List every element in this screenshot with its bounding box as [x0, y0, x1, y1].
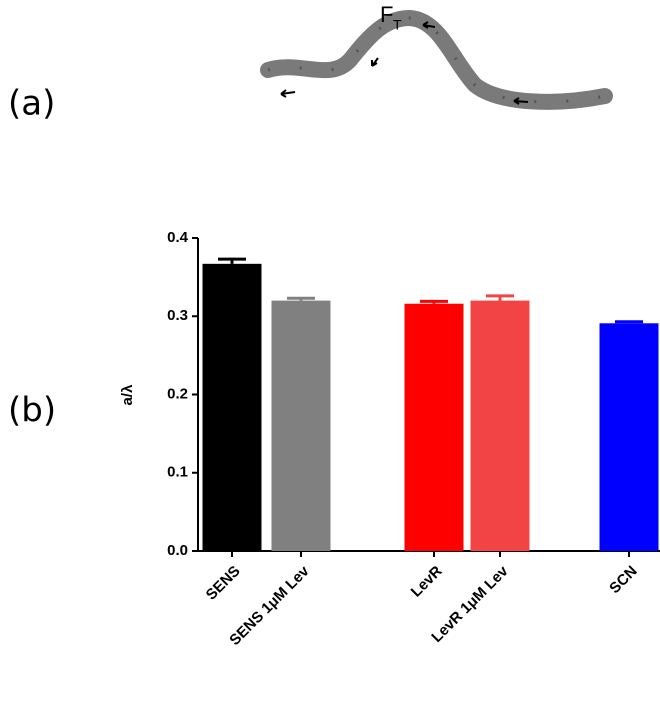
page: {"panel_a": {"label": "(a)", "force_labe…: [0, 0, 660, 700]
bar: [203, 264, 262, 551]
figure: (a) F T (b) a/λ 0.00.10.20.30.4SENSSENS …: [0, 0, 660, 700]
error-bar: [420, 301, 448, 303]
bar: [471, 301, 530, 551]
error-bar: [218, 259, 246, 264]
panel-label: (a): [8, 84, 55, 124]
y-tick-label: 0.0: [167, 542, 188, 559]
y-tick-label: 0.2: [167, 385, 188, 402]
y-axis-label: a/λ: [119, 384, 136, 406]
panel-label: (b): [8, 391, 56, 431]
error-bar: [615, 322, 643, 324]
x-tick-label: SCN: [606, 563, 640, 597]
y-tick-label: 0.3: [167, 307, 188, 324]
y-tick-label: 0.4: [167, 229, 189, 246]
force-subscript: T: [393, 17, 402, 33]
y-tick-label: 0.1: [167, 464, 188, 481]
x-tick-label: SENS: [203, 563, 244, 604]
worm: [268, 18, 605, 104]
error-bar: [287, 298, 315, 300]
bar: [600, 323, 659, 551]
bar: [405, 304, 464, 551]
x-tick-label: LevR: [408, 563, 446, 601]
force-label: F: [380, 2, 393, 27]
bar: [272, 301, 331, 551]
error-bar: [486, 296, 514, 301]
